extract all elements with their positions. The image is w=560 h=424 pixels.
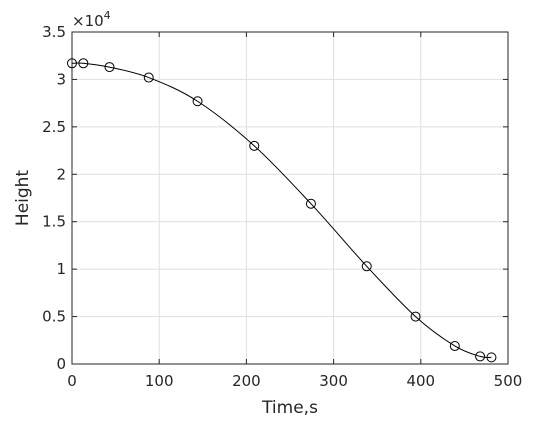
x-axis-label: Time,s — [261, 398, 318, 418]
series-line — [71, 62, 492, 359]
x-tick-label: 200 — [232, 372, 261, 390]
data-point-marker — [410, 311, 421, 322]
data-point-marker — [78, 58, 89, 69]
x-tick-label: 400 — [406, 372, 435, 390]
y-axis-multiplier-exponent: 4 — [104, 9, 111, 22]
x-tick-label: 0 — [67, 372, 77, 390]
data-point-marker — [361, 261, 372, 272]
y-tick-label: 2 — [56, 165, 66, 183]
data-point-marker — [104, 62, 115, 73]
y-tick-label: 0 — [56, 355, 66, 373]
data-point-marker — [305, 198, 316, 209]
y-tick-label: 3.5 — [42, 23, 66, 41]
data-point-marker — [192, 96, 203, 107]
data-point-marker — [249, 140, 260, 151]
y-tick-label: 1.5 — [42, 213, 66, 231]
y-tick-label: 3 — [56, 70, 66, 88]
data-point-marker — [67, 58, 77, 69]
y-axis-label: Height — [13, 170, 33, 227]
axis-tick-labels: 0 100 200 300 400 500 0 0.5 1 1.5 2 2.5 3 3.5 — [42, 23, 522, 390]
y-tick-label: 0.5 — [42, 308, 66, 326]
plot-area-frame — [71, 31, 509, 365]
x-tick-label: 100 — [145, 372, 174, 390]
y-axis-multiplier: ×104 — [72, 9, 111, 30]
y-axis-multiplier-base: ×10 — [72, 12, 104, 30]
data-point-marker — [486, 352, 497, 363]
y-tick-label: 1 — [56, 260, 66, 278]
x-tick-label: 500 — [494, 372, 523, 390]
series-markers — [67, 58, 497, 363]
x-tick-label: 300 — [319, 372, 348, 390]
data-point-marker — [449, 340, 460, 351]
axis-ticks — [71, 31, 509, 365]
data-point-marker — [143, 72, 154, 83]
data-point-marker — [475, 351, 486, 362]
y-tick-label: 2.5 — [42, 118, 66, 136]
